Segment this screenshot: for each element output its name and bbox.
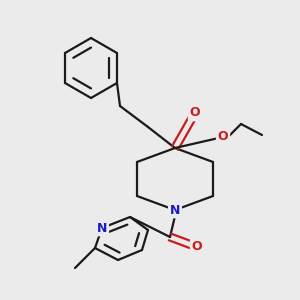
Text: O: O (190, 106, 200, 119)
Text: N: N (170, 203, 180, 217)
Text: O: O (218, 130, 228, 143)
Text: O: O (192, 241, 202, 254)
Text: N: N (97, 221, 107, 235)
